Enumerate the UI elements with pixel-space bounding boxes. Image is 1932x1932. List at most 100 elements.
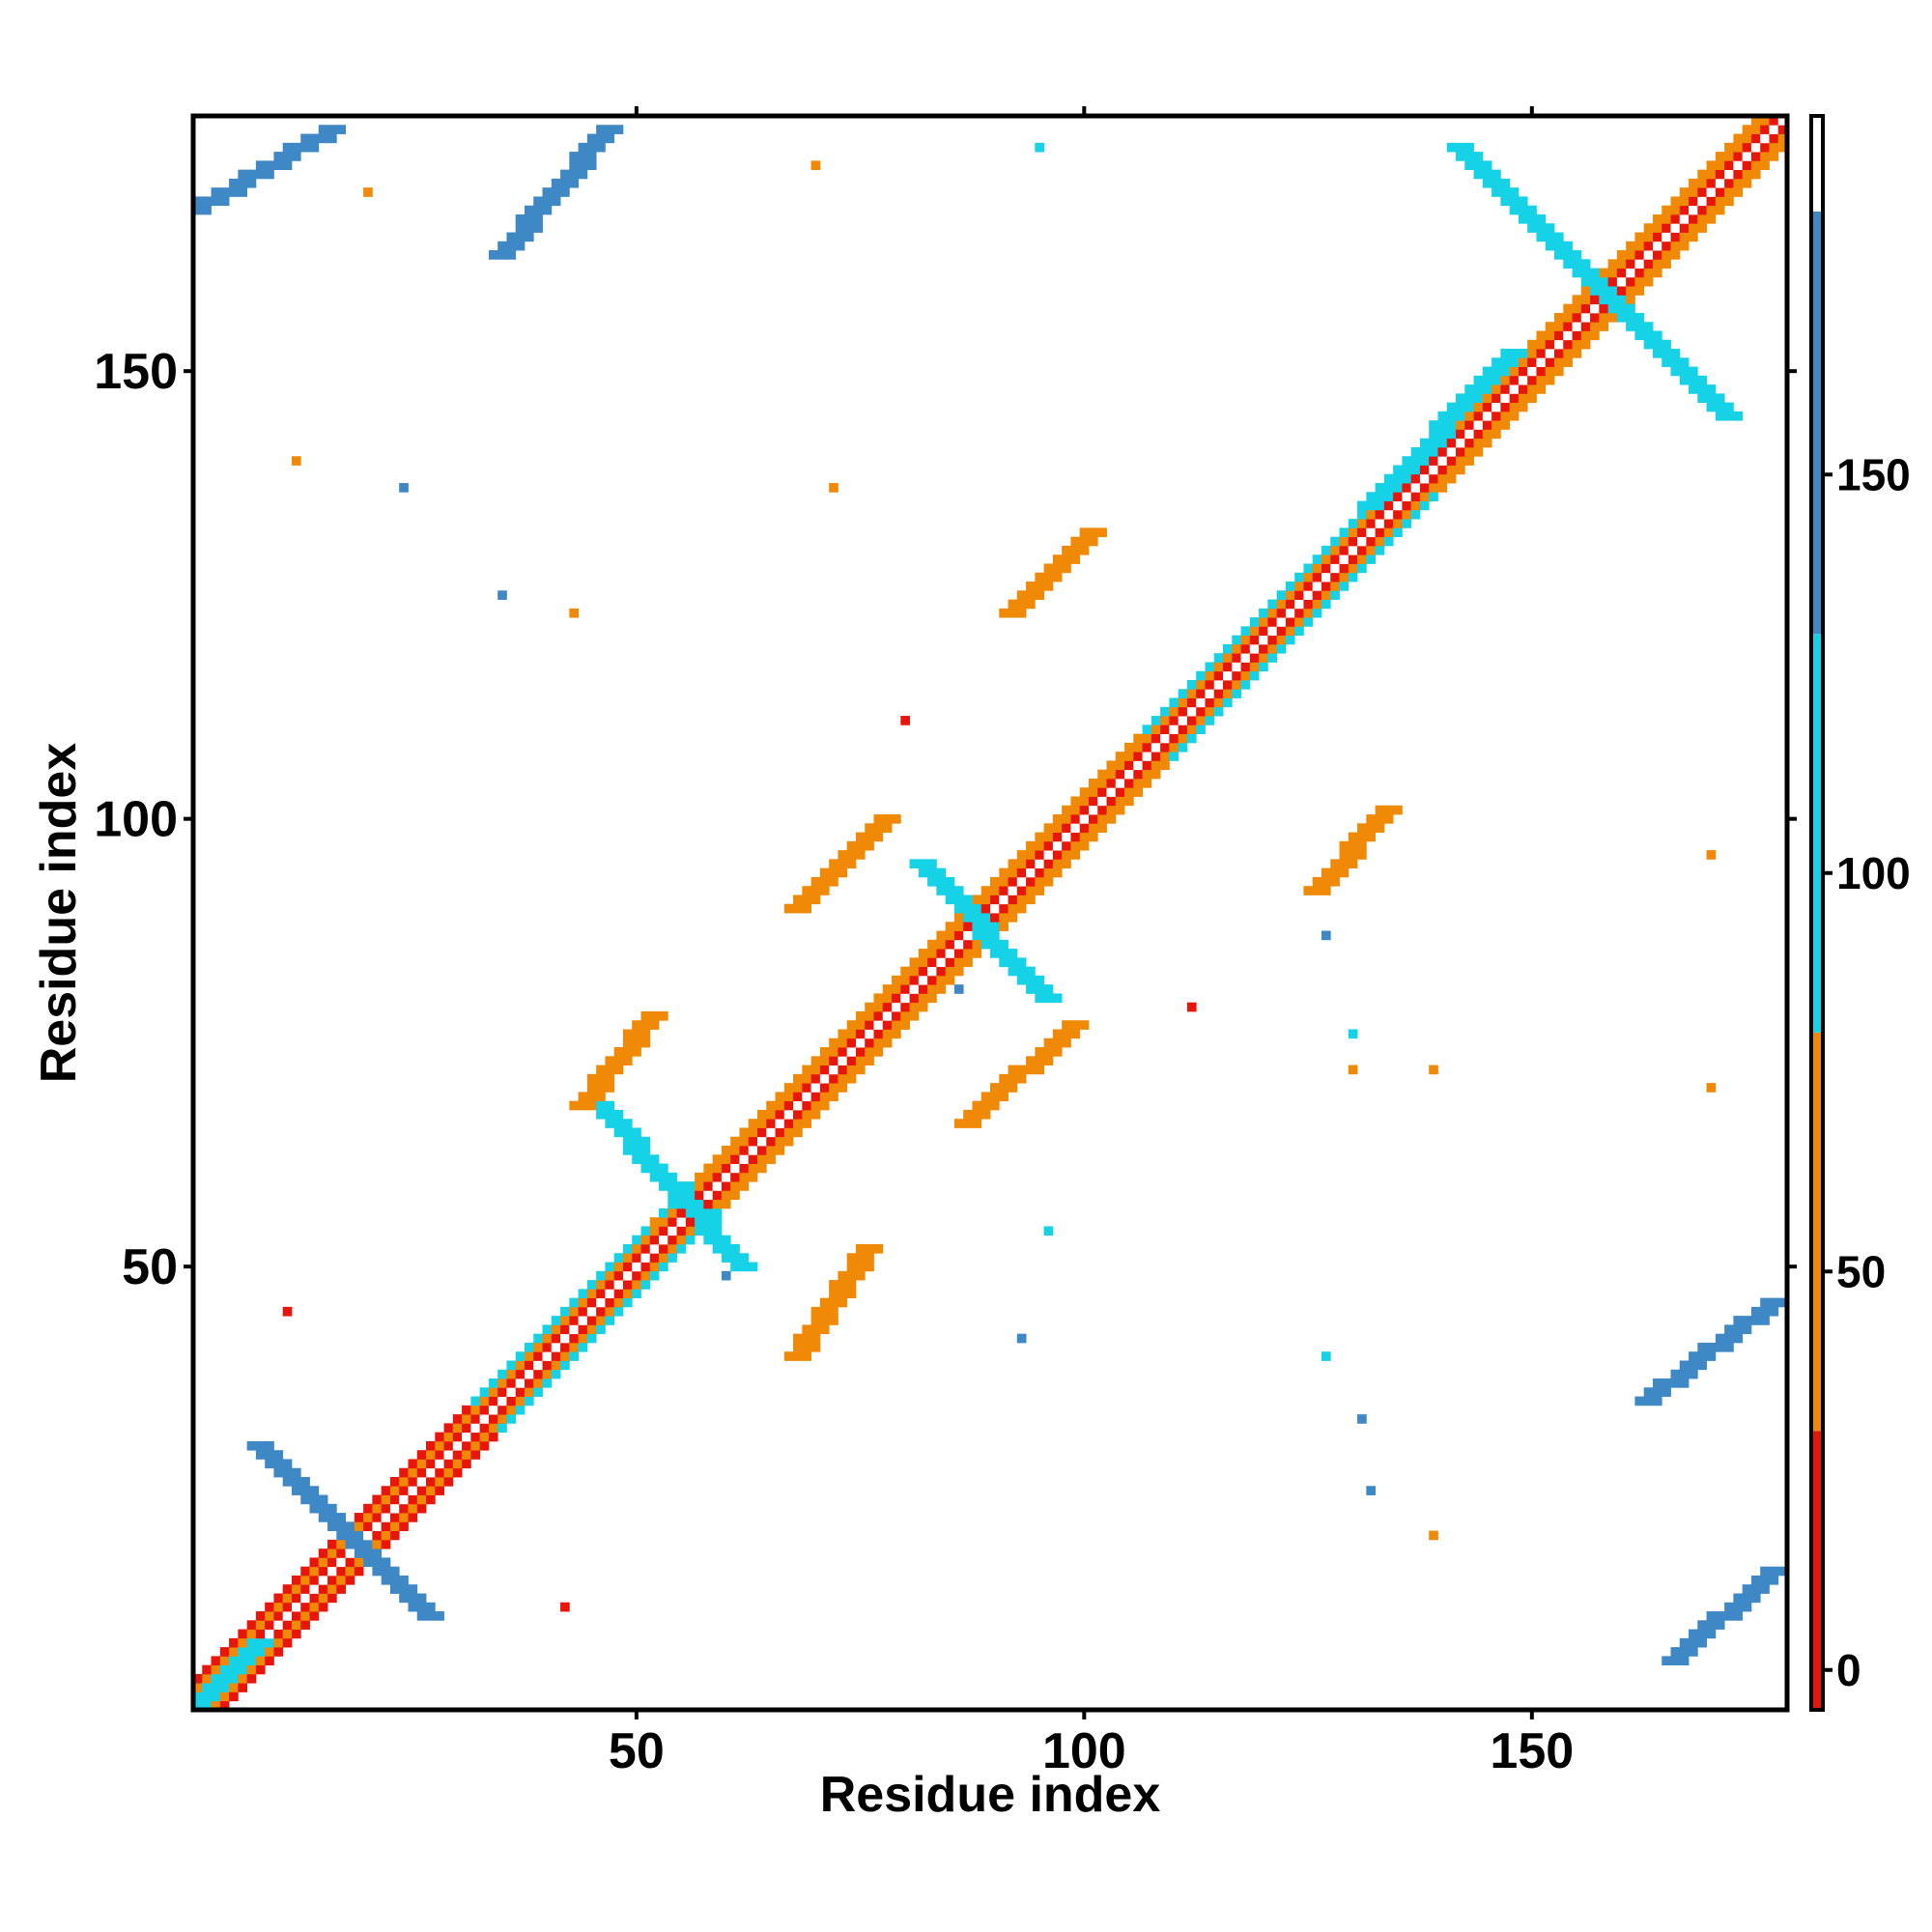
heatmap-cell: [1662, 1387, 1671, 1397]
heatmap-cell: [1383, 473, 1394, 484]
heatmap-cell: [282, 1476, 293, 1487]
heatmap-cell: [1294, 608, 1304, 618]
heatmap-cell: [649, 1020, 660, 1030]
heatmap-cell: [1509, 393, 1520, 404]
heatmap-cell: [980, 1100, 991, 1111]
heatmap-cell: [327, 125, 337, 134]
heatmap-cell: [229, 1691, 239, 1702]
heatmap-cell: [202, 1691, 212, 1702]
heatmap-cell: [1760, 160, 1770, 171]
heatmap-cell: [1043, 867, 1054, 878]
heatmap-cell: [605, 1270, 615, 1281]
heatmap-cell: [345, 1521, 355, 1532]
heatmap-cell: [810, 876, 821, 887]
heatmap-cell: [846, 1253, 857, 1263]
heatmap-cell: [435, 1432, 444, 1442]
heatmap-cell: [810, 1065, 821, 1075]
heatmap-cell: [506, 241, 517, 251]
heatmap-cell: [1052, 832, 1063, 842]
heatmap-cell: [202, 205, 212, 215]
heatmap-cell: [927, 939, 937, 950]
heatmap-cell: [1276, 617, 1287, 627]
heatmap-cell: [435, 1459, 444, 1469]
heatmap-cell: [865, 1002, 874, 1012]
heatmap-cell: [1213, 670, 1224, 681]
heatmap-cell: [1124, 778, 1134, 788]
heatmap-cell: [712, 1190, 723, 1201]
heatmap-cell: [1742, 1602, 1752, 1612]
heatmap-cell: [497, 1414, 507, 1424]
heatmap-cell: [1375, 545, 1385, 555]
heatmap-cell: [1366, 527, 1376, 538]
heatmap-cell: [712, 1243, 723, 1254]
heatmap-cell: [354, 1548, 364, 1558]
heatmap-cell: [1070, 840, 1081, 851]
heatmap-cell: [372, 1494, 383, 1505]
heatmap-cell: [1563, 349, 1573, 358]
heatmap-cell: [640, 1235, 651, 1245]
heatmap-cell: [1312, 554, 1322, 564]
heatmap-cell: [1339, 563, 1350, 574]
heatmap-cell: [488, 1387, 498, 1397]
heatmap-cell: [1679, 366, 1690, 377]
colorbar-band: [1811, 212, 1823, 635]
heatmap-cell: [972, 1100, 982, 1111]
heatmap-cell: [1043, 1056, 1054, 1065]
heatmap-cell: [1366, 500, 1376, 511]
heatmap-cell: [416, 1593, 427, 1604]
heatmap-cell: [1124, 796, 1134, 807]
heatmap-cell: [783, 1136, 794, 1147]
heatmap-cell: [1062, 1029, 1071, 1039]
heatmap-cell: [389, 1584, 400, 1594]
heatmap-cell: [300, 1620, 310, 1630]
heatmap-cell: [596, 1324, 606, 1335]
heatmap-cell: [452, 1459, 463, 1469]
heatmap-cell: [739, 1181, 750, 1191]
heatmap-cell: [649, 1163, 660, 1174]
heatmap-cell: [327, 1548, 337, 1558]
heatmap-cell: [1052, 840, 1063, 851]
heatmap-cell: [1196, 716, 1206, 725]
heatmap-cell: [1715, 1342, 1725, 1352]
heatmap-cell: [399, 1575, 409, 1585]
heatmap-cell: [1456, 429, 1465, 440]
heatmap-cell: [1572, 349, 1582, 358]
heatmap-cell: [1563, 312, 1573, 323]
heatmap-cell: [703, 1199, 714, 1209]
heatmap-cell: [265, 1629, 274, 1639]
heatmap-cell: [1026, 895, 1036, 905]
heatmap-cell: [1563, 339, 1573, 350]
heatmap-cell: [1339, 582, 1350, 591]
heatmap-cell: [1599, 312, 1609, 323]
heatmap-cell: [1294, 582, 1304, 591]
heatmap-cell: [1769, 133, 1779, 144]
heatmap-cell: [524, 1342, 534, 1352]
heatmap-cell: [1482, 178, 1492, 188]
heatmap-cell: [515, 1378, 526, 1388]
heatmap-cell: [1393, 483, 1403, 493]
heatmap-cell: [238, 1673, 248, 1684]
heatmap-cell: [1142, 760, 1152, 771]
heatmap-cell: [1652, 349, 1662, 358]
heatmap-cell: [1572, 339, 1582, 350]
heatmap-cell: [1016, 867, 1027, 878]
heatmap-cell: [1446, 142, 1457, 153]
heatmap-cell: [1178, 724, 1188, 735]
heatmap-cell: [586, 1100, 597, 1111]
heatmap-cell: [282, 1602, 293, 1612]
heatmap-cell: [1697, 187, 1707, 197]
heatmap-cell: [1518, 196, 1528, 207]
heatmap-cell: [1285, 608, 1295, 618]
heatmap-cell: [703, 1235, 714, 1245]
heatmap-cell: [1402, 500, 1412, 511]
heatmap-cell: [1321, 582, 1331, 591]
heatmap-cell: [1437, 438, 1448, 448]
heatmap-cell: [318, 1584, 328, 1594]
heatmap-cell: [255, 1629, 266, 1639]
heatmap-cell: [569, 1306, 579, 1317]
heatmap-cell: [1536, 223, 1547, 233]
heatmap-cell: [909, 1010, 920, 1021]
heatmap-cell: [1223, 643, 1233, 654]
heatmap-cell: [238, 169, 248, 180]
heatmap-cell: [846, 1289, 857, 1298]
